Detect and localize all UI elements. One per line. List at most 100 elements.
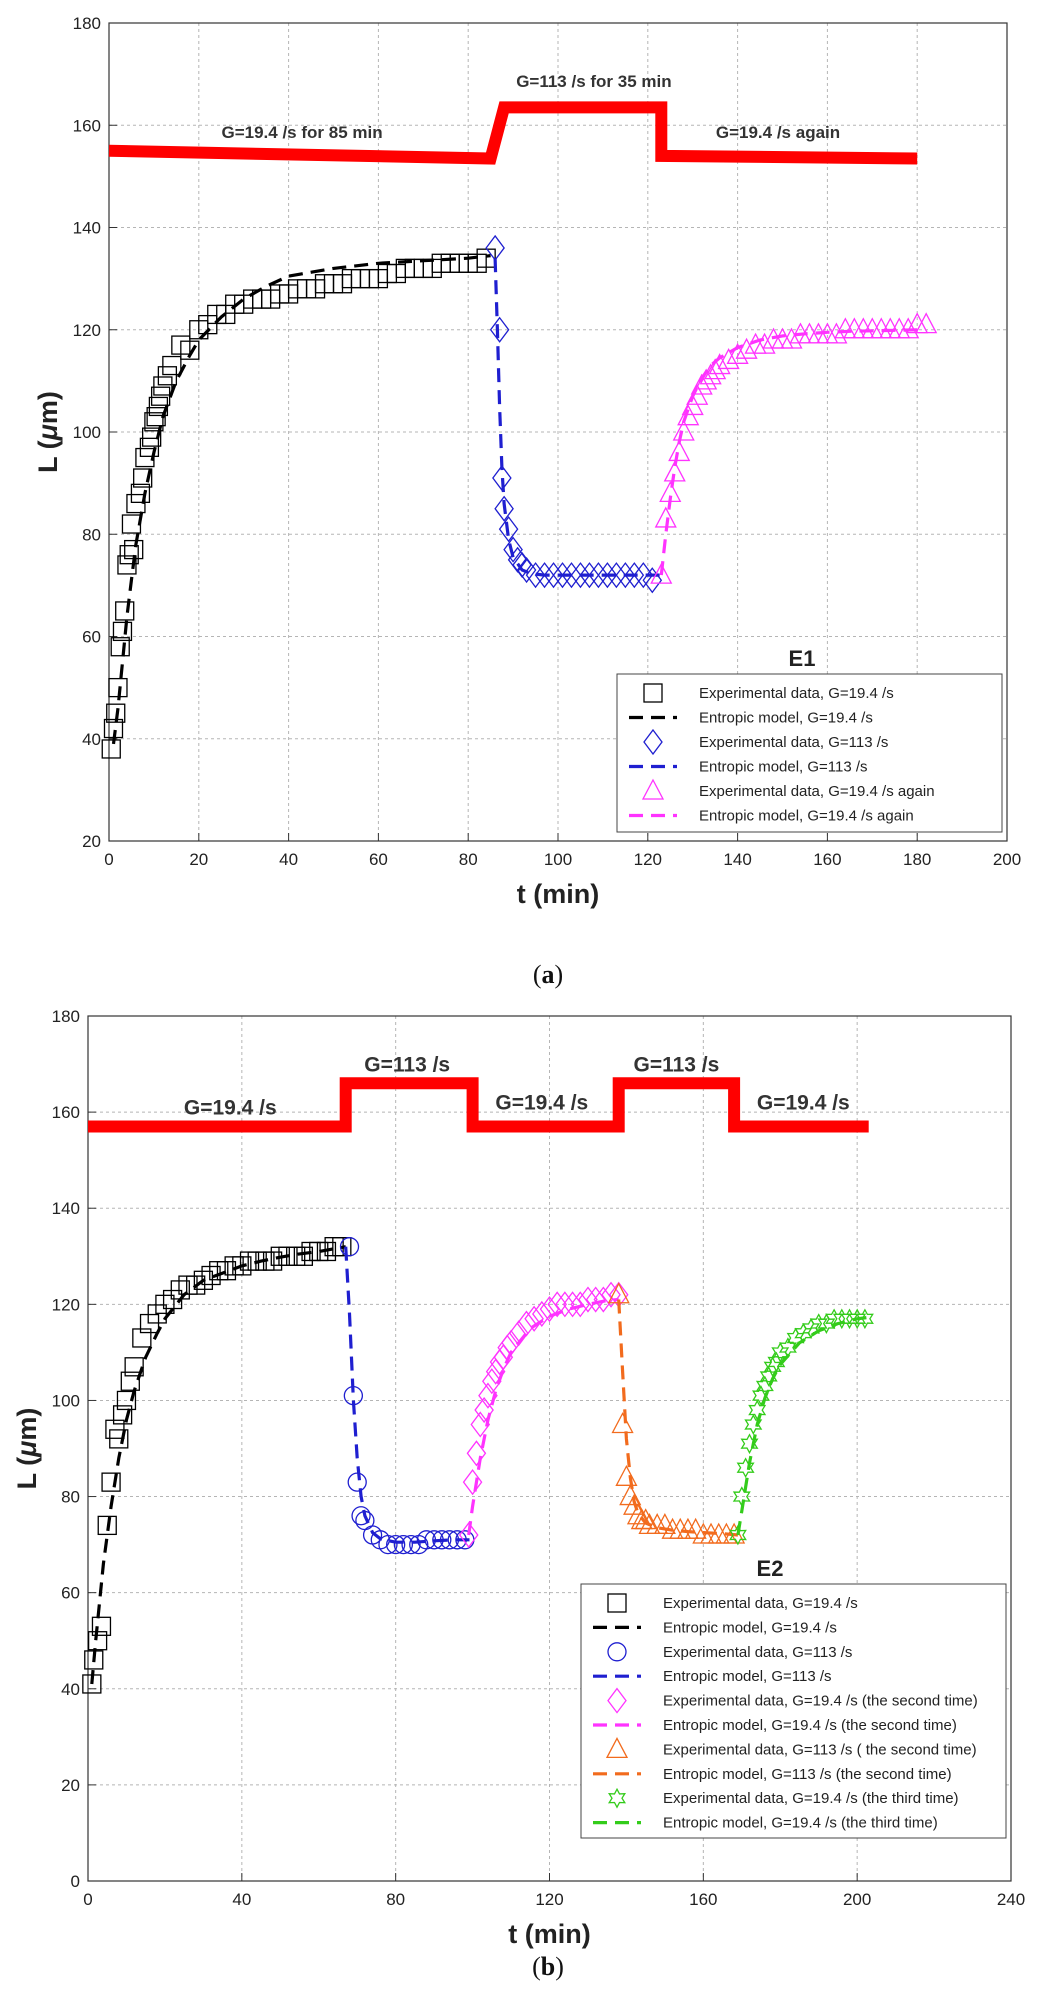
data-point xyxy=(802,1318,820,1339)
x-tick-label: 100 xyxy=(544,850,572,869)
data-point xyxy=(109,1429,129,1449)
data-point xyxy=(717,348,740,370)
data-point xyxy=(332,1237,352,1257)
y-tick-label: 40 xyxy=(61,1680,80,1699)
panel-caption: (a) xyxy=(533,960,563,989)
model-line xyxy=(736,1315,869,1536)
step-annotation: G=113 /s for 35 min xyxy=(516,72,671,91)
data-point xyxy=(611,1412,634,1434)
data-point xyxy=(817,1313,836,1334)
legend-entry: Experimental data, G=113 /s xyxy=(663,1644,852,1661)
step-annotation: G=19.4 /s xyxy=(184,1097,277,1120)
data-point xyxy=(677,404,700,426)
data-point xyxy=(155,1294,175,1314)
model-line xyxy=(659,328,918,576)
legend-swatch-marker xyxy=(643,728,663,756)
y-tick-label: 160 xyxy=(52,1103,80,1122)
x-tick-label: 20 xyxy=(189,850,208,869)
y-axis-label-part: μ xyxy=(12,1441,42,1458)
data-point xyxy=(588,562,609,589)
data-point xyxy=(101,1472,121,1492)
step-annotation: G=19.4 /s for 85 min xyxy=(222,123,383,142)
plot-frame xyxy=(108,22,1008,842)
data-point xyxy=(130,483,151,504)
data-point xyxy=(458,1521,479,1549)
data-point xyxy=(401,1534,421,1555)
panel-b: 0 40 80 120 160 200 240 0 20 40 60 80 100 120 140 160 18… xyxy=(12,1007,1025,1981)
data-point xyxy=(386,1534,406,1555)
data-point xyxy=(232,1256,252,1276)
legend-entry: Entropic model, G=19.4 /s xyxy=(699,710,873,727)
legend-swatch-marker xyxy=(643,683,663,703)
data-point xyxy=(543,562,564,589)
caption-close: ) xyxy=(555,1952,564,1981)
data-point xyxy=(503,536,523,563)
data-point xyxy=(744,1414,763,1435)
y-tick-label: 120 xyxy=(52,1295,80,1314)
y-axis-label-part: m) xyxy=(12,1408,42,1441)
caption-open: ( xyxy=(532,1952,541,1981)
x-tick-label: 160 xyxy=(689,1890,717,1909)
x-tick-label: 0 xyxy=(104,850,113,869)
data-point xyxy=(124,1357,144,1377)
y-tick-label: 80 xyxy=(82,525,101,544)
data-point xyxy=(534,562,555,589)
data-point xyxy=(726,342,749,364)
y-axis-label-part: μ xyxy=(33,424,63,441)
data-point xyxy=(144,412,164,432)
data-point xyxy=(663,460,686,482)
data-point xyxy=(115,601,135,621)
legend-entry: Entropic model, G=19.4 /s (the third tim… xyxy=(663,1815,938,1832)
model-line xyxy=(467,1297,619,1536)
legend-entry: Entropic model, G=19.4 /s xyxy=(663,1619,837,1636)
y-axis-label-part: L ( xyxy=(33,440,63,473)
data-point xyxy=(704,358,727,380)
data-point xyxy=(116,1390,137,1411)
model-line xyxy=(493,258,662,577)
data-point xyxy=(561,562,582,589)
data-point xyxy=(825,322,848,344)
legend-entry: Entropic model, G=113 /s xyxy=(699,759,868,776)
x-tick-label: 180 xyxy=(903,850,931,869)
data-point xyxy=(494,495,514,522)
data-point xyxy=(153,376,173,396)
data-point xyxy=(736,1457,755,1479)
data-point xyxy=(771,1342,790,1363)
y-tick-label: 20 xyxy=(82,832,101,851)
data-point xyxy=(97,1515,117,1536)
data-point xyxy=(562,1291,583,1318)
legend-swatch-marker xyxy=(605,1737,629,1759)
data-point xyxy=(119,545,139,565)
data-point xyxy=(91,1616,112,1636)
data-point xyxy=(112,621,133,642)
y-tick-label: 180 xyxy=(52,1007,80,1026)
panel-title: E2 xyxy=(757,1556,784,1581)
y-tick-label: 140 xyxy=(52,1199,80,1218)
data-point xyxy=(593,1286,614,1313)
legend-swatch-marker xyxy=(607,1687,627,1714)
data-point xyxy=(555,1291,575,1318)
y-tick-label: 160 xyxy=(73,116,101,135)
data-point xyxy=(106,703,126,723)
data-point xyxy=(120,1371,140,1391)
data-point xyxy=(112,1405,133,1425)
data-point xyxy=(531,1300,552,1328)
data-point xyxy=(623,1493,646,1515)
legend-entry: Experimental data, G=19.4 /s xyxy=(663,1595,858,1612)
data-point xyxy=(180,340,200,360)
x-axis-label: t (min) xyxy=(508,1919,590,1949)
data-point xyxy=(293,1246,314,1266)
y-tick-label: 140 xyxy=(73,219,101,238)
x-tick-label: 120 xyxy=(634,850,662,869)
data-point xyxy=(780,327,803,349)
shear-rate-step-line xyxy=(88,1077,869,1133)
data-point xyxy=(216,1261,237,1281)
legend-entry: Experimental data, G=19.4 /s (the second… xyxy=(663,1693,978,1710)
data-point xyxy=(624,562,645,589)
data-point xyxy=(133,468,153,488)
data-point xyxy=(597,562,618,589)
data-point xyxy=(915,312,938,334)
x-tick-label: 0 xyxy=(83,1890,92,1909)
data-point xyxy=(482,1368,502,1395)
data-point xyxy=(740,1433,759,1455)
